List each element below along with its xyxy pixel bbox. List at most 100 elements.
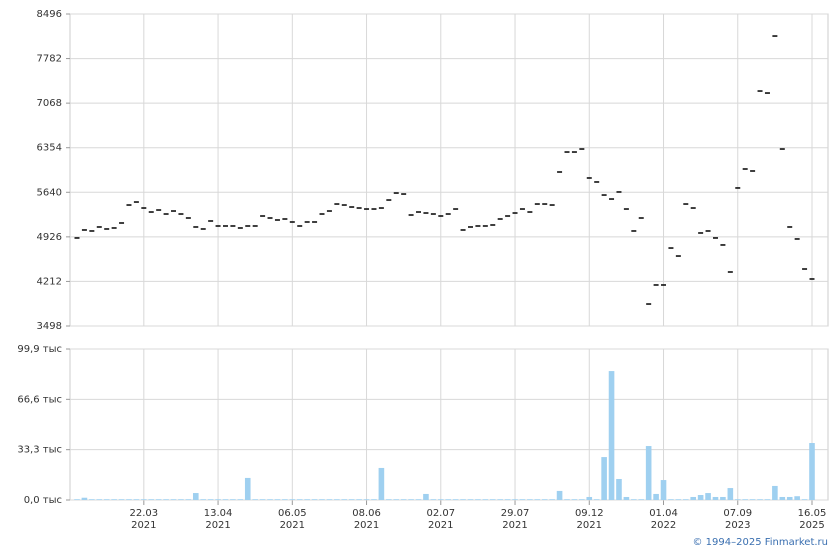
volume-bar [371,499,377,500]
volume-bar [296,499,303,500]
volume-bar [386,499,392,500]
volume-bar [378,467,385,500]
x-tick-label: 06.05 2021 [278,508,307,531]
volume-bar [534,499,541,500]
volume-bar [720,496,726,500]
volume-bar [697,495,704,500]
volume-bar [363,499,370,500]
volume-bar [593,499,600,500]
volume-frame [69,348,829,501]
volume-bar [74,499,80,500]
volume-bar [207,499,214,500]
volume-bar [141,499,147,500]
volume-bar [437,499,444,500]
volume-bar [653,493,659,500]
volume-bar [274,499,281,500]
volume-bar [126,499,132,500]
y-tick-label: 99,9 тыс [17,344,62,355]
volume-bar [200,499,207,500]
y-tick-label: 4926 [37,232,62,243]
volume-bar [334,499,340,500]
volume-bar [96,499,103,500]
y-tick-label: 6354 [37,143,62,154]
volume-bar [489,499,496,500]
volume-bar [734,499,741,500]
volume-bar [608,371,615,500]
volume-bar [289,499,296,500]
volume-bar [556,490,563,500]
volume-bar [452,499,459,500]
volume-bar [779,496,786,500]
volume-bar [579,499,585,500]
volume-bar [757,499,763,500]
volume-bar [467,499,474,500]
volume-bar [237,499,244,500]
volume-bar [786,496,793,500]
volume-bar [749,499,756,500]
volume-bar [230,499,236,500]
volume-bar [497,499,503,500]
volume-bar [178,499,184,500]
volume-bar [712,496,719,500]
volume-bar [163,499,169,500]
volume-bar [215,499,221,500]
volume-bar [155,499,162,500]
volume-bar [616,478,622,500]
volume-bar [423,493,429,500]
volume-bar [408,499,414,500]
volume-bar [304,499,310,500]
y-tick-label: 8496 [37,9,62,20]
volume-bar [638,499,645,500]
volume-bar [482,499,489,500]
volume-bar [660,480,667,500]
volume-bar [794,496,800,500]
y-tick-label: 5640 [37,187,62,198]
x-tick-label: 29.07 2021 [501,508,530,531]
credit: © 1994–2025 Finmarket.ru [692,537,828,548]
volume-bar [341,499,348,500]
volume-bar [690,496,697,500]
volume-bar [519,499,526,500]
volume-bar [564,499,570,500]
y-tick-label: 66,6 тыс [17,394,62,405]
volume-bar [527,499,533,500]
volume-bar [244,477,251,500]
volume-bar [400,499,407,500]
x-tick-label: 07.09 2023 [723,508,752,531]
volume-bar [192,493,199,500]
y-tick-label: 4212 [37,276,62,287]
y-tick-label: 7068 [37,98,62,109]
volume-bar [541,499,548,500]
x-tick-label: 16.05 2025 [798,508,827,531]
volume-bar [549,499,555,500]
volume-bar [259,499,266,500]
volume-bar [185,499,192,500]
x-tick-label: 13.04 2021 [204,508,233,531]
volume-bar [727,488,734,500]
volume-bar [89,499,95,500]
volume-bar [356,499,362,500]
volume-bar [415,499,422,500]
x-tick-label: 08.06 2021 [352,508,381,531]
volume-bar [311,499,318,500]
volume-bar [772,485,778,500]
y-tick-label: 0,0 тыс [24,495,62,506]
volume-bar [705,493,711,500]
volume-bar [601,457,607,500]
volume-bar [645,446,652,500]
y-tick-label: 7782 [37,54,62,65]
volume-bar [103,499,110,500]
volume-bar [571,499,578,500]
volume-bar [282,499,288,500]
x-tick-label: 01.04 2022 [649,508,678,531]
volume-bar [445,499,452,500]
volume-bar [326,499,333,500]
volume-bar [319,499,325,500]
volume-bar [118,499,125,500]
volume-bar [475,499,481,500]
volume-bar [81,497,88,500]
x-tick-label: 02.07 2021 [426,508,455,531]
volume-bar [682,499,689,500]
volume-bar [631,499,637,500]
